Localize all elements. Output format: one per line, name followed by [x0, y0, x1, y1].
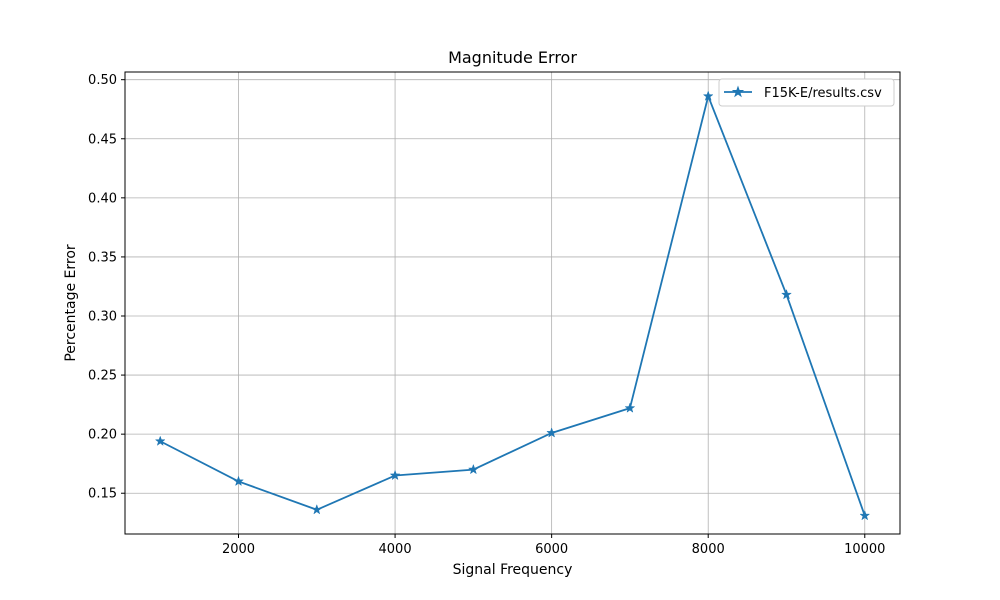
y-tick-label: 0.25: [88, 369, 117, 384]
legend: F15K-E/results.csv: [718, 78, 895, 107]
y-tick-label: 0.30: [88, 309, 117, 324]
data-point-star: [233, 475, 244, 487]
y-tick-label: 0.15: [88, 487, 117, 502]
legend-marker: [731, 85, 745, 98]
x-tick-label: 2000: [222, 542, 255, 557]
x-tick-label: 4000: [379, 542, 412, 557]
y-tick-label: 0.50: [88, 73, 117, 88]
data-point-star: [311, 504, 323, 515]
x-axis-label: Signal Frequency: [453, 562, 573, 578]
x-tick-label: 8000: [692, 542, 725, 557]
chart-title: Magnitude Error: [448, 48, 577, 67]
y-tick-label: 0.35: [88, 250, 117, 265]
data-point-star: [467, 463, 479, 475]
data-point-star: [389, 469, 401, 481]
series-layer: [154, 90, 871, 521]
data-point-star: [859, 509, 871, 521]
x-tick-label: 10000: [844, 542, 885, 557]
data-point-star: [781, 288, 792, 300]
y-tick-label: 0.45: [88, 132, 117, 147]
legend-entry-label: F15K-E/results.csv: [764, 86, 882, 101]
legend-box: [718, 78, 895, 107]
plot-area-frame: [124, 71, 901, 535]
y-tick-label: 0.20: [88, 428, 117, 443]
y-axis-label: Percentage Error: [63, 244, 79, 362]
x-axis-ticks: 2000 4000 6000 8000 10000: [222, 534, 885, 557]
y-tick-label: 0.40: [88, 191, 117, 206]
data-point-star: [702, 90, 714, 101]
x-tick-label: 6000: [535, 542, 568, 557]
series-line: [159, 93, 866, 516]
data-point-star: [624, 402, 636, 413]
data-point-star: [154, 435, 166, 446]
data-point-star: [546, 427, 558, 438]
y-axis-ticks: 0.15 0.20 0.25 0.30 0.35 0.40 0.45 0.50: [88, 73, 125, 502]
